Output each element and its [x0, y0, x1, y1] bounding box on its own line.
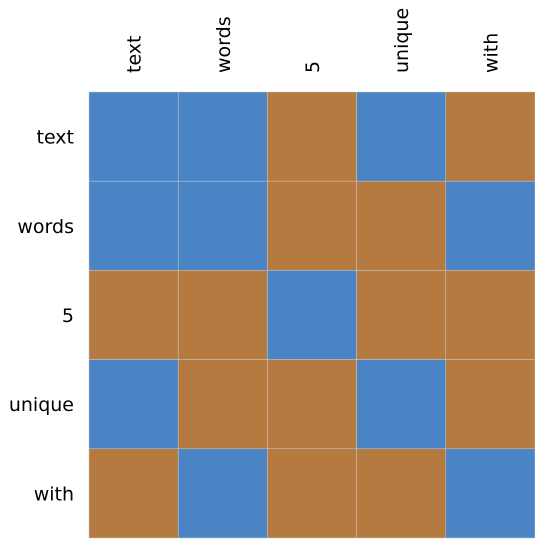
x-tick-label: text	[124, 36, 146, 74]
heatmap-cell-unique-words	[177, 359, 268, 450]
x-tick-label: 5	[302, 61, 324, 73]
heatmap-cell-unique-with	[445, 359, 535, 450]
heatmap-cells	[88, 91, 535, 539]
heatmap-cell-5-words	[177, 270, 268, 360]
x-axis-tick-labels: text words 5 unique with	[124, 8, 503, 73]
heatmap-cell-text-text	[88, 91, 179, 182]
heatmap-cell-unique-unique	[356, 359, 447, 450]
y-tick-label: text	[37, 127, 75, 149]
heatmap-cell-5-with	[445, 270, 535, 360]
heatmap-cell-text-with	[445, 91, 535, 182]
x-tick-label: words	[213, 16, 235, 73]
heatmap-cell-with-words	[177, 448, 268, 539]
y-tick-label: unique	[9, 394, 74, 416]
heatmap-cell-words-unique	[356, 180, 447, 271]
heatmap-cell-words-words	[177, 180, 268, 271]
heatmap-cell-text-5	[267, 91, 357, 182]
x-tick-label: with	[480, 33, 502, 73]
heatmap-cell-unique-text	[88, 359, 179, 450]
x-tick-label: unique	[391, 8, 413, 73]
y-tick-label: with	[34, 483, 74, 505]
y-axis-tick-labels: text words 5 unique with	[9, 127, 74, 506]
heatmap-cell-5-unique	[356, 270, 447, 360]
heatmap-cell-5-text	[88, 270, 179, 360]
heatmap-cell-unique-5	[267, 359, 357, 450]
heatmap-cell-text-unique	[356, 91, 447, 182]
heatmap-cell-with-unique	[356, 448, 447, 539]
heatmap-cell-with-with	[445, 448, 535, 539]
heatmap-cell-words-5	[267, 180, 357, 271]
heatmap-cell-with-5	[267, 448, 357, 539]
heatmap-cell-5-5	[267, 270, 357, 360]
heatmap-cell-with-text	[88, 448, 179, 539]
y-tick-label: 5	[62, 305, 74, 327]
heatmap-cell-words-with	[445, 180, 535, 271]
heatmap-cell-words-text	[88, 180, 179, 271]
heatmap-cell-text-words	[177, 91, 268, 182]
y-tick-label: words	[17, 216, 74, 238]
